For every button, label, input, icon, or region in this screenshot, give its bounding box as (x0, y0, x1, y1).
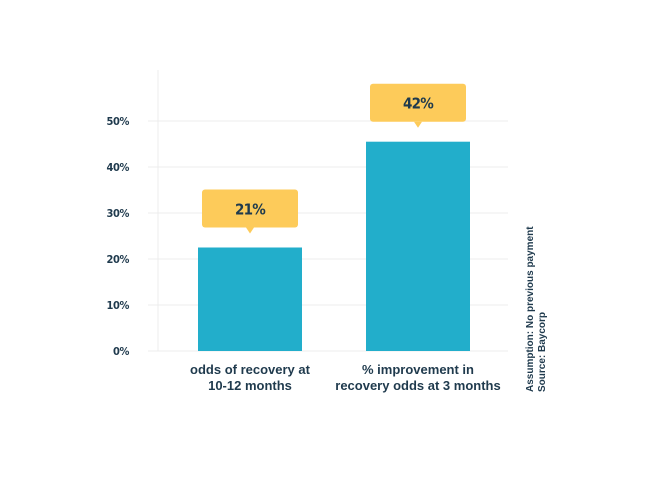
y-tick-label: 20% (107, 253, 130, 266)
data-label: 21% (235, 201, 266, 219)
bars (198, 141, 470, 351)
y-tick-label: 50% (107, 115, 130, 128)
y-tick-label: 0% (113, 345, 129, 358)
assumption-note: Assumption: No previous payment (525, 226, 536, 392)
footnote: Assumption: No previous payment Source: … (525, 226, 548, 392)
callout-pointer (414, 121, 422, 128)
data-label-callout: 42% (370, 83, 466, 128)
data-label: 42% (403, 95, 434, 113)
y-axis: 0% 10% 20% 30% 40% 50% (107, 70, 159, 358)
bar (198, 247, 302, 351)
y-tick-label: 30% (107, 207, 130, 220)
source-note: Source: Baycorp (537, 312, 548, 392)
callout-box (370, 83, 466, 122)
category-label: recovery odds at 3 months (335, 378, 500, 393)
data-label-callout: 21% (202, 189, 298, 234)
y-tick-label: 10% (107, 299, 130, 312)
data-callouts: 21% 42% (202, 83, 466, 234)
bar (366, 141, 470, 351)
category-label: odds of recovery at (190, 362, 311, 377)
callout-box (202, 189, 298, 228)
category-label: % improvement in (362, 362, 474, 377)
category-label: 10-12 months (208, 378, 292, 393)
callout-pointer (246, 227, 254, 234)
y-tick-label: 40% (107, 161, 130, 174)
